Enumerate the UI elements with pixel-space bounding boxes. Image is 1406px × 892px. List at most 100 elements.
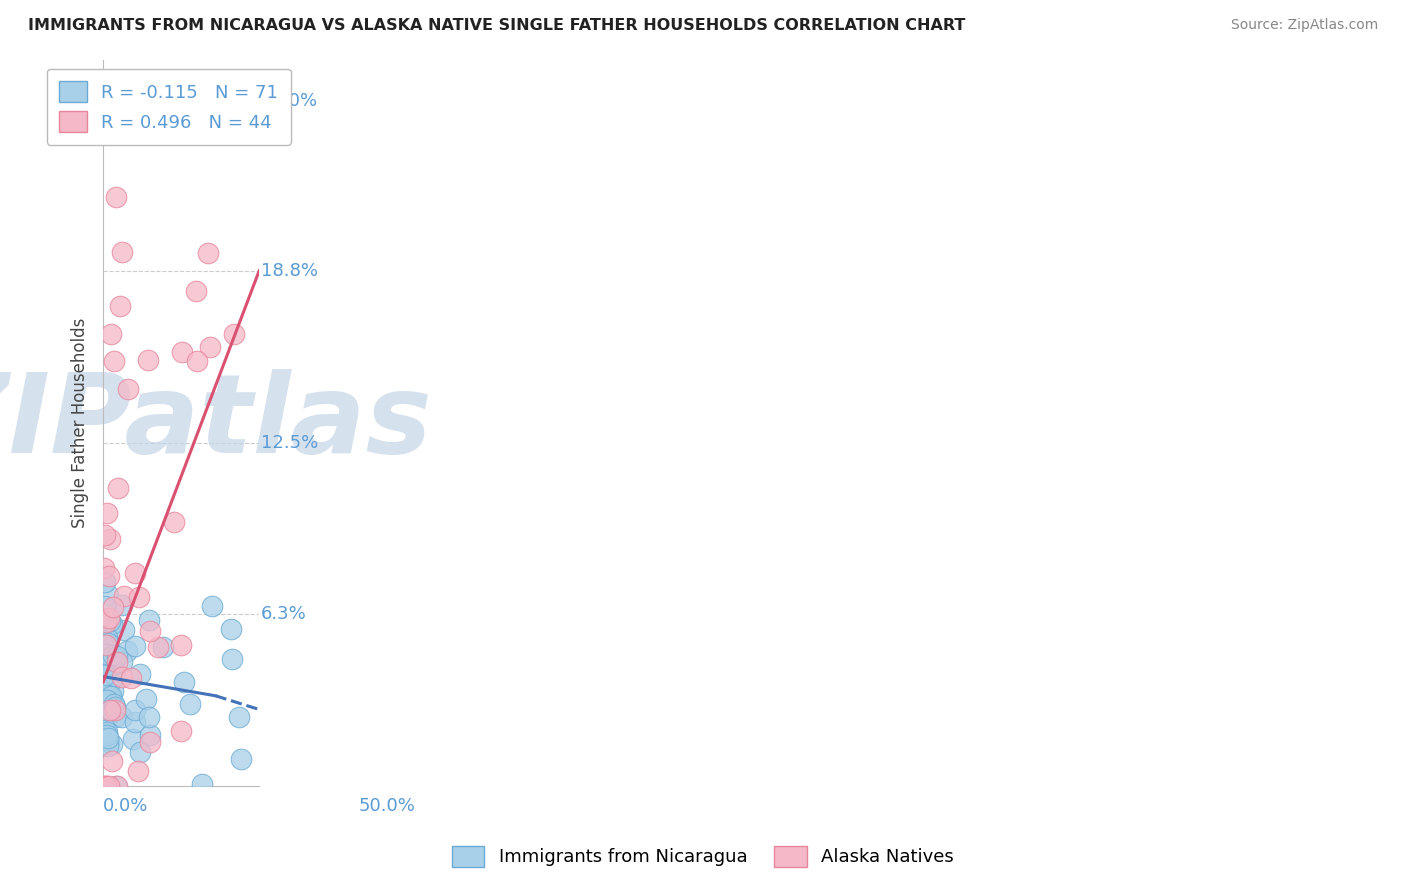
Point bbox=[93, 561, 115, 575]
Y-axis label: Single Father Households: Single Father Households bbox=[72, 318, 89, 528]
Point bbox=[103, 662, 125, 676]
Text: ZIPatlas: ZIPatlas bbox=[0, 369, 433, 476]
Point bbox=[104, 190, 127, 204]
Point bbox=[124, 566, 146, 581]
Point bbox=[100, 326, 122, 341]
Point bbox=[120, 671, 142, 685]
Point bbox=[93, 648, 115, 662]
Point bbox=[139, 624, 162, 638]
Point bbox=[97, 735, 120, 749]
Point bbox=[97, 636, 120, 650]
Point bbox=[93, 639, 115, 653]
Point bbox=[128, 591, 150, 605]
Point bbox=[96, 615, 118, 629]
Text: Source: ZipAtlas.com: Source: ZipAtlas.com bbox=[1230, 18, 1378, 32]
Point bbox=[103, 669, 125, 683]
Text: 50.0%: 50.0% bbox=[359, 797, 415, 815]
Point bbox=[110, 655, 132, 669]
Point bbox=[98, 690, 121, 704]
Point bbox=[104, 700, 127, 714]
Point bbox=[94, 703, 117, 717]
Point bbox=[146, 640, 169, 654]
Point bbox=[139, 735, 162, 749]
Point bbox=[94, 651, 117, 665]
Point bbox=[173, 675, 195, 690]
Point bbox=[104, 702, 127, 716]
Point bbox=[100, 532, 122, 546]
Point bbox=[100, 616, 122, 631]
Point bbox=[96, 506, 118, 520]
Point bbox=[111, 244, 134, 259]
Point bbox=[97, 739, 120, 754]
Point bbox=[105, 779, 128, 793]
Point bbox=[93, 727, 115, 741]
Point bbox=[94, 713, 117, 727]
Point bbox=[170, 724, 193, 739]
Text: 25.0%: 25.0% bbox=[260, 92, 318, 110]
Point bbox=[110, 299, 132, 313]
Text: 12.5%: 12.5% bbox=[260, 434, 318, 452]
Point bbox=[94, 652, 117, 666]
Point bbox=[98, 703, 121, 717]
Point bbox=[107, 481, 129, 495]
Point bbox=[198, 340, 221, 354]
Point bbox=[98, 673, 121, 687]
Legend: Immigrants from Nicaragua, Alaska Natives: Immigrants from Nicaragua, Alaska Native… bbox=[444, 838, 962, 874]
Point bbox=[107, 655, 129, 669]
Point bbox=[96, 779, 118, 793]
Point bbox=[94, 528, 117, 542]
Point bbox=[97, 588, 120, 602]
Legend: R = -0.115   N = 71, R = 0.496   N = 44: R = -0.115 N = 71, R = 0.496 N = 44 bbox=[46, 69, 291, 145]
Point bbox=[94, 575, 117, 590]
Point bbox=[96, 729, 118, 743]
Point bbox=[93, 690, 115, 704]
Point bbox=[111, 670, 134, 684]
Point bbox=[101, 648, 124, 662]
Point bbox=[201, 599, 224, 614]
Point bbox=[97, 696, 120, 710]
Point bbox=[152, 640, 174, 654]
Point bbox=[98, 614, 121, 628]
Point bbox=[96, 647, 118, 661]
Point bbox=[97, 698, 120, 712]
Point bbox=[96, 631, 118, 645]
Point bbox=[94, 779, 117, 793]
Point bbox=[105, 790, 128, 805]
Point bbox=[93, 668, 115, 682]
Point bbox=[98, 677, 121, 691]
Point bbox=[101, 754, 124, 768]
Point bbox=[115, 643, 138, 657]
Point bbox=[97, 696, 120, 710]
Point bbox=[197, 246, 219, 260]
Point bbox=[104, 780, 127, 794]
Point bbox=[104, 710, 127, 724]
Point bbox=[97, 642, 120, 657]
Point bbox=[124, 639, 146, 653]
Text: IMMIGRANTS FROM NICARAGUA VS ALASKA NATIVE SINGLE FATHER HOUSEHOLDS CORRELATION : IMMIGRANTS FROM NICARAGUA VS ALASKA NATI… bbox=[28, 18, 966, 33]
Point bbox=[101, 737, 124, 751]
Point bbox=[163, 515, 186, 529]
Point bbox=[103, 354, 125, 368]
Text: 6.3%: 6.3% bbox=[260, 605, 307, 623]
Point bbox=[100, 689, 122, 703]
Point bbox=[179, 698, 201, 712]
Point bbox=[124, 714, 146, 729]
Point bbox=[97, 568, 120, 582]
Point bbox=[135, 692, 157, 706]
Point bbox=[103, 698, 125, 712]
Point bbox=[170, 345, 193, 359]
Point bbox=[101, 658, 124, 673]
Point bbox=[129, 745, 152, 759]
Point bbox=[169, 638, 191, 652]
Point bbox=[127, 764, 149, 778]
Point bbox=[101, 600, 124, 615]
Point bbox=[186, 354, 208, 368]
Point bbox=[124, 703, 146, 717]
Point bbox=[97, 779, 120, 793]
Point bbox=[184, 284, 207, 298]
Text: 18.8%: 18.8% bbox=[260, 261, 318, 280]
Point bbox=[105, 648, 128, 663]
Point bbox=[221, 652, 243, 666]
Point bbox=[111, 710, 134, 724]
Point bbox=[112, 623, 135, 637]
